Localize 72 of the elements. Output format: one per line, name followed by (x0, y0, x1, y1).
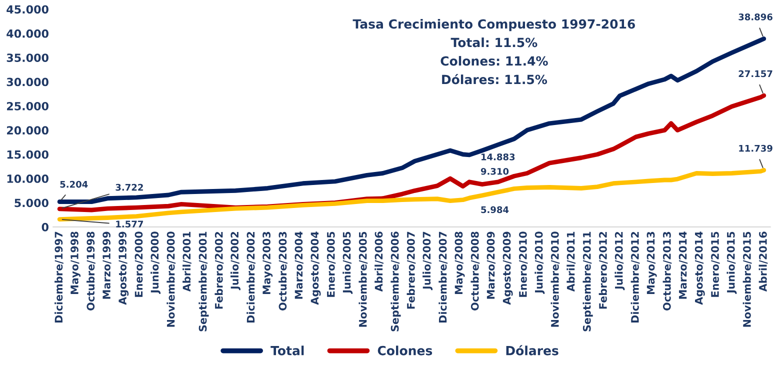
x-tick-label: Mayo/2008 (454, 232, 465, 294)
x-tick-label: Enero/2010 (518, 232, 528, 297)
y-tick-label: 5.000 (14, 198, 48, 208)
x-tick-label: Mayo/2013 (646, 232, 657, 294)
data-label: 5.204 (60, 180, 88, 188)
x-tick-label: Noviembre/2010 (550, 232, 560, 327)
x-tick-label: Marzo/2004 (294, 232, 304, 299)
x-tick-label: Septiembre/2011 (582, 232, 593, 332)
x-tick-label: Mayo/1998 (70, 232, 81, 294)
x-tick-label: Septiembre/2006 (390, 232, 401, 332)
y-tick-label: 0 (42, 222, 48, 232)
x-tick-label: Octubre/1998 (86, 232, 96, 310)
x-tick-label: Junio/2010 (534, 232, 545, 294)
x-tick-label: Agosto/1999 (118, 232, 129, 305)
data-label: 5.984 (481, 206, 509, 214)
x-tick-label: Mayo/2003 (262, 232, 273, 294)
x-tick-label: Abril/2006 (374, 232, 384, 292)
annotation: Tasa Crecimiento Compuesto 1997-2016 (352, 19, 635, 32)
y-tick-label: 40.000 (6, 29, 48, 38)
x-tick-label: Enero/2015 (711, 232, 720, 297)
data-label: 38.896 (738, 14, 772, 20)
data-label: 3.722 (116, 184, 143, 191)
legend-label: Total (270, 346, 304, 356)
x-tick-label: Agosto/2009 (502, 232, 513, 305)
data-label: 11.739 (739, 144, 772, 152)
x-tick-label: Junio/2005 (342, 232, 353, 294)
line-series (57, 168, 766, 222)
x-tick-label: Junio/2000 (150, 232, 161, 294)
x-tick-label: Agosto/2014 (694, 232, 705, 305)
data-label: 1.577 (116, 220, 143, 228)
annotation: Colones: 11.4% (440, 56, 548, 66)
x-tick-label: Noviembre/2000 (166, 232, 176, 327)
x-tick-label: Diciembre/2007 (438, 232, 448, 322)
x-tick-label: Diciembre/2002 (246, 232, 256, 322)
x-tick-label: Noviembre/2015 (742, 232, 752, 327)
x-tick-label: Julio/2007 (422, 232, 433, 290)
x-tick-label: Febrero/2007 (406, 232, 416, 309)
y-tick-label: 15.000 (7, 150, 48, 159)
x-tick-label: Abril/2001 (182, 232, 192, 292)
annotation: Dólares: 11.5% (442, 74, 548, 84)
x-tick-label: Diciembre/2012 (630, 232, 640, 322)
x-tick-label: Abril/2011 (566, 232, 576, 292)
data-label: 27.157 (738, 70, 772, 78)
y-tick-label: 35.000 (6, 54, 48, 62)
x-tick-label: Abril/2016 (758, 232, 768, 292)
y-tick-label: 25.000 (7, 102, 48, 110)
x-tick-label: Agosto/2004 (310, 232, 321, 305)
x-tick-label: Octubre/2008 (470, 232, 480, 310)
x-tick-label: Marzo/2009 (486, 232, 496, 299)
x-tick-label: Marzo/1999 (102, 232, 112, 299)
y-tick-label: 10.000 (7, 174, 48, 183)
y-tick-label: 20.000 (7, 126, 48, 135)
data-label: 14.883 (481, 154, 515, 160)
legend-label: Dólares (506, 345, 558, 356)
y-tick-label: 30.000 (6, 78, 48, 86)
x-tick-label: Octubre/2013 (662, 232, 672, 310)
x-tick-label: Febrero/2012 (598, 232, 608, 309)
x-tick-label: Septiembre/2001 (198, 232, 209, 332)
annotation: Total: 11.5% (450, 38, 538, 48)
legend-label: Colones (378, 346, 432, 356)
data-label: 9.310 (480, 168, 509, 175)
x-tick-label: Marzo/2014 (678, 232, 688, 299)
x-tick-label: Enero/2000 (134, 232, 144, 297)
x-tick-label: Octubre/2003 (278, 232, 288, 310)
x-tick-label: Julio/2002 (230, 232, 241, 290)
x-tick-label: Enero/2005 (326, 232, 336, 297)
x-tick-label: Diciembre/1997 (54, 232, 64, 322)
x-tick-label: Febrero/2002 (214, 232, 224, 309)
x-tick-label: Julio/2012 (614, 232, 625, 290)
x-tick-label: Junio/2015 (726, 232, 737, 294)
y-tick-label: 45.000 (6, 5, 48, 14)
x-tick-label: Noviembre/2005 (358, 232, 368, 327)
